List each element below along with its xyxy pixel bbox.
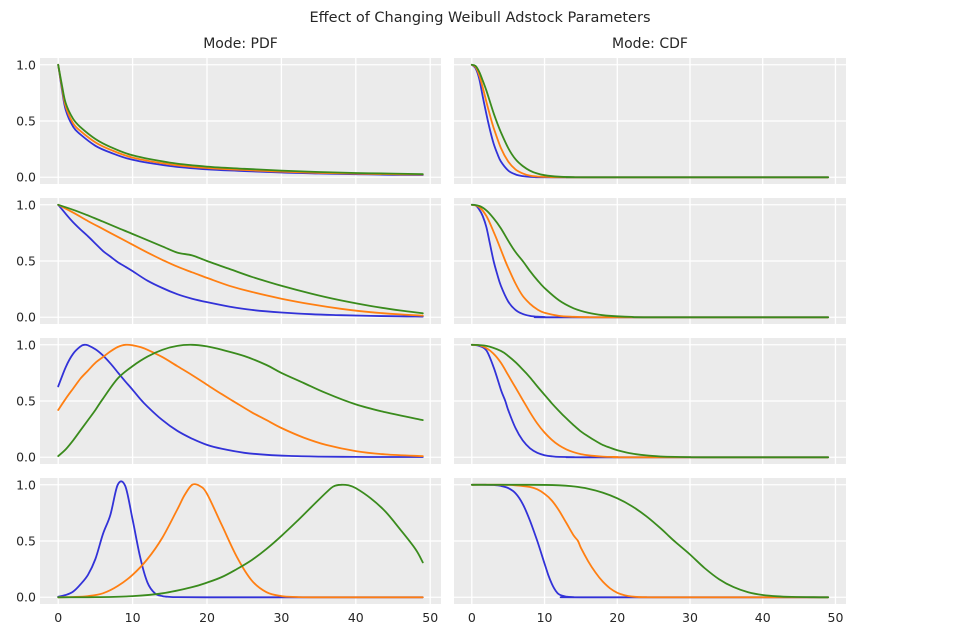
curve-orange <box>57 343 424 457</box>
curve-green <box>57 343 424 457</box>
plot-canvas <box>454 198 846 324</box>
curve-green <box>57 203 424 315</box>
plot-canvas <box>454 478 846 604</box>
plot-canvas <box>454 58 846 184</box>
ytick-row1-0.5: 0.5 <box>16 113 36 129</box>
xtick-pdf-30: 30 <box>273 610 290 625</box>
xtick-pdf-10: 10 <box>124 610 141 625</box>
subplot-cdf-row2 <box>454 198 846 324</box>
column-title-pdf: Mode: PDF <box>203 36 278 52</box>
subplot-cdf-row1 <box>454 58 846 184</box>
xtick-cdf-0: 0 <box>467 610 476 625</box>
subplot-pdf-row2 <box>40 198 441 324</box>
curve-blue <box>470 203 830 319</box>
xtick-pdf-40: 40 <box>347 610 364 625</box>
plot-canvas <box>40 58 441 184</box>
curve-green <box>470 203 830 319</box>
ytick-row3-0.5: 0.5 <box>16 393 36 409</box>
curve-green <box>57 483 424 599</box>
xtick-pdf-20: 20 <box>199 610 215 625</box>
xtick-cdf-30: 30 <box>682 610 698 625</box>
ytick-row3-0.0: 0.0 <box>16 449 36 465</box>
curve-blue <box>470 343 830 459</box>
curve-orange <box>57 483 424 599</box>
subplot-cdf-row3 <box>454 338 846 464</box>
curve-blue <box>57 203 424 318</box>
xtick-cdf-40: 40 <box>754 610 771 625</box>
subplot-pdf-row4 <box>40 478 441 604</box>
subplot-pdf-row1 <box>40 58 441 184</box>
plot-canvas <box>40 198 441 324</box>
curve-orange <box>57 203 424 317</box>
column-title-cdf: Mode: CDF <box>612 36 688 52</box>
curve-blue <box>470 483 830 599</box>
ytick-row4-1.0: 1.0 <box>16 477 36 493</box>
subplot-cdf-row4 <box>454 478 846 604</box>
curve-green <box>470 343 830 459</box>
subplot-pdf-row3 <box>40 338 441 464</box>
curve-green <box>470 63 830 179</box>
curve-green <box>470 483 830 599</box>
curve-orange <box>470 203 830 319</box>
curve-blue <box>57 480 424 599</box>
xtick-cdf-50: 50 <box>827 610 844 625</box>
plot-canvas <box>454 338 846 464</box>
ytick-row1-1.0: 1.0 <box>16 57 36 73</box>
figure-title: Effect of Changing Weibull Adstock Param… <box>309 10 651 26</box>
ytick-row1-0.0: 0.0 <box>16 169 36 185</box>
ytick-row2-0.5: 0.5 <box>16 253 36 269</box>
ytick-row3-1.0: 1.0 <box>16 337 36 353</box>
plot-canvas <box>40 338 441 464</box>
xtick-cdf-10: 10 <box>536 610 553 625</box>
curve-blue <box>57 343 424 458</box>
ytick-row4-0.5: 0.5 <box>16 533 36 549</box>
curve-green <box>57 63 424 175</box>
ytick-row2-0.0: 0.0 <box>16 309 36 325</box>
xtick-pdf-0: 0 <box>54 610 63 625</box>
curve-orange <box>470 483 830 599</box>
ytick-row2-1.0: 1.0 <box>16 197 36 213</box>
xtick-pdf-50: 50 <box>422 610 439 625</box>
plot-canvas <box>40 478 441 604</box>
xtick-cdf-20: 20 <box>609 610 626 625</box>
curve-orange <box>470 343 830 459</box>
ytick-row4-0.0: 0.0 <box>16 589 36 605</box>
